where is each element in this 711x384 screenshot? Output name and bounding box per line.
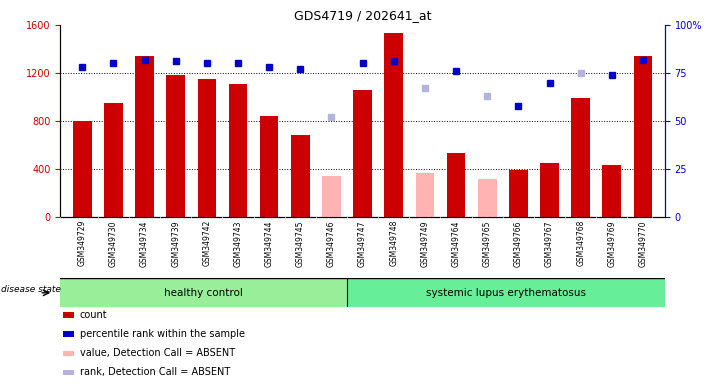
Bar <box>291 136 310 217</box>
Bar <box>73 121 92 217</box>
Text: GSM349748: GSM349748 <box>389 220 398 266</box>
Bar <box>602 166 621 217</box>
Text: disease state: disease state <box>1 285 61 295</box>
Text: GSM349730: GSM349730 <box>109 220 118 266</box>
Title: GDS4719 / 202641_at: GDS4719 / 202641_at <box>294 9 432 22</box>
Bar <box>540 163 559 217</box>
Text: GSM349765: GSM349765 <box>483 220 492 266</box>
Bar <box>347 278 665 307</box>
Bar <box>166 75 185 217</box>
Text: GSM349764: GSM349764 <box>451 220 461 266</box>
Bar <box>63 331 75 337</box>
Bar <box>509 170 528 217</box>
Text: GSM349734: GSM349734 <box>140 220 149 266</box>
Bar <box>63 312 75 318</box>
Bar <box>447 153 466 217</box>
Bar <box>63 370 75 375</box>
Text: systemic lupus erythematosus: systemic lupus erythematosus <box>426 288 586 298</box>
Bar <box>104 103 123 217</box>
Text: percentile rank within the sample: percentile rank within the sample <box>80 329 245 339</box>
Bar <box>353 90 372 217</box>
Bar <box>322 176 341 217</box>
Text: GSM349743: GSM349743 <box>233 220 242 266</box>
Bar <box>415 172 434 217</box>
Bar <box>634 56 652 217</box>
Bar <box>135 56 154 217</box>
Bar <box>60 278 347 307</box>
Text: GSM349766: GSM349766 <box>514 220 523 266</box>
Bar <box>198 79 216 217</box>
Bar <box>572 98 590 217</box>
Text: GSM349742: GSM349742 <box>203 220 211 266</box>
Bar <box>478 179 496 217</box>
Text: rank, Detection Call = ABSENT: rank, Detection Call = ABSENT <box>80 367 230 377</box>
Bar <box>63 351 75 356</box>
Text: GSM349745: GSM349745 <box>296 220 305 266</box>
Text: GSM349746: GSM349746 <box>327 220 336 266</box>
Text: GSM349769: GSM349769 <box>607 220 616 266</box>
Text: GSM349729: GSM349729 <box>77 220 87 266</box>
Bar <box>260 116 279 217</box>
Text: value, Detection Call = ABSENT: value, Detection Call = ABSENT <box>80 348 235 358</box>
Text: GSM349770: GSM349770 <box>638 220 648 266</box>
Bar <box>385 33 403 217</box>
Text: GSM349747: GSM349747 <box>358 220 367 266</box>
Text: healthy control: healthy control <box>164 288 243 298</box>
Text: count: count <box>80 310 107 320</box>
Text: GSM349749: GSM349749 <box>420 220 429 266</box>
Text: GSM349768: GSM349768 <box>576 220 585 266</box>
Text: GSM349767: GSM349767 <box>545 220 554 266</box>
Text: GSM349739: GSM349739 <box>171 220 180 266</box>
Text: GSM349744: GSM349744 <box>264 220 274 266</box>
Bar <box>229 84 247 217</box>
